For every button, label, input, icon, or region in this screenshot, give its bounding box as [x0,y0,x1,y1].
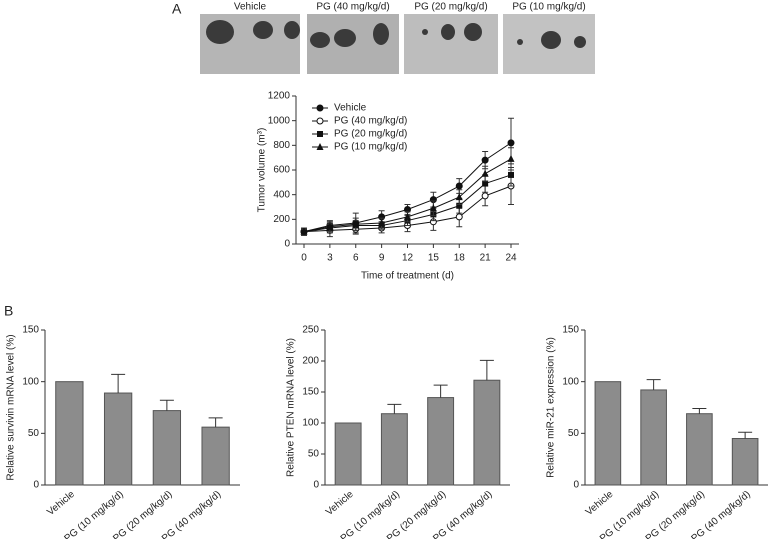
marker [507,154,515,162]
x-tick-label: 18 [454,253,466,264]
error-bar [433,384,448,398]
marker [456,202,463,209]
marker [455,213,463,221]
bar [380,413,408,486]
marker [316,104,324,112]
error-bar [159,399,174,411]
y-tick-label: 100 [22,376,39,387]
marker [481,192,489,200]
bar [686,413,713,486]
photo [404,14,498,74]
error-bar [479,359,494,381]
y-tick-label: 1000 [268,115,291,126]
x-tick-label: 12 [402,253,414,264]
x-tick-label: Vehicle [45,489,77,518]
marker [455,193,463,201]
y-tick-label: 0 [33,480,39,491]
x-tick-label: 0 [301,253,307,264]
error-bar [692,408,707,414]
y-tick-label: 100 [562,376,579,387]
bar [55,381,84,486]
y-tick-label: 0 [313,480,319,491]
error-bar [387,403,402,414]
marker [508,171,514,178]
panel-label: B [4,303,13,319]
bar [473,379,501,486]
error-bar [208,417,223,428]
x-tick-label: 6 [353,253,359,264]
marker [326,222,334,230]
y-tick-label: 200 [302,356,319,367]
x-tick-label: 3 [327,253,333,264]
y-tick-label: 400 [273,189,290,200]
marker [352,220,360,228]
marker [482,180,489,187]
marker [378,219,386,227]
marker [455,182,463,190]
y-tick-label: 50 [568,428,580,439]
x-axis-label: Time of treatment (d) [361,271,454,282]
y-tick-label: 600 [273,165,290,176]
legend-label: PG (10 mg/kg/d) [334,142,407,153]
error-bar [738,431,753,439]
marker [300,227,308,235]
x-tick-label: Vehicle [584,489,616,518]
marker [429,204,437,212]
bar [594,381,622,486]
y-axis-label: Relative PTEN mRNA level (%) [286,338,297,477]
x-tick-label: 9 [379,253,385,264]
error-bar [646,379,661,390]
marker [481,169,489,177]
y-tick-label: 50 [308,449,320,460]
error-bar [111,373,126,394]
marker [316,117,324,125]
bar [427,397,455,486]
x-tick-label: Vehicle [324,489,356,518]
y-axis-label: Relative miR-21 expression (%) [546,337,557,478]
y-tick-label: 1200 [268,91,291,102]
y-tick-label: 150 [22,325,39,336]
x-tick-label: 24 [505,253,517,264]
photo-label: PG (40 mg/kg/d) [316,2,389,13]
y-tick-label: 0 [573,480,579,491]
x-tick-label: 15 [428,253,440,264]
legend-label: Vehicle [334,103,367,114]
marker [404,212,411,220]
y-tick-label: 0 [284,239,290,250]
marker [316,143,324,150]
panel-label: A [172,1,182,17]
bar [731,438,759,486]
y-tick-label: 800 [273,140,290,151]
bar [640,389,667,486]
photo-label: Vehicle [234,2,267,13]
photos [200,14,595,74]
y-tick-label: 200 [273,214,290,225]
y-axis-label: Relative survivin mRNA level (%) [6,334,17,480]
bar [334,422,362,486]
photo-label: PG (20 mg/kg/d) [414,2,487,13]
marker [317,131,323,137]
marker [481,156,489,164]
legend-label: PG (40 mg/kg/d) [334,116,407,127]
marker [507,139,515,147]
y-tick-label: 50 [28,428,40,439]
y-tick-label: 150 [562,325,579,336]
photo-label: PG (10 mg/kg/d) [512,2,585,13]
bar [152,410,182,486]
y-tick-label: 150 [302,387,319,398]
y-tick-label: 250 [302,325,319,336]
bar [103,392,133,486]
legend-label: PG (20 mg/kg/d) [334,129,407,140]
x-tick-label: 21 [480,253,492,264]
y-axis-label: Tumor volume (m³) [257,128,268,213]
y-tick-label: 100 [302,418,319,429]
bar [201,426,230,486]
